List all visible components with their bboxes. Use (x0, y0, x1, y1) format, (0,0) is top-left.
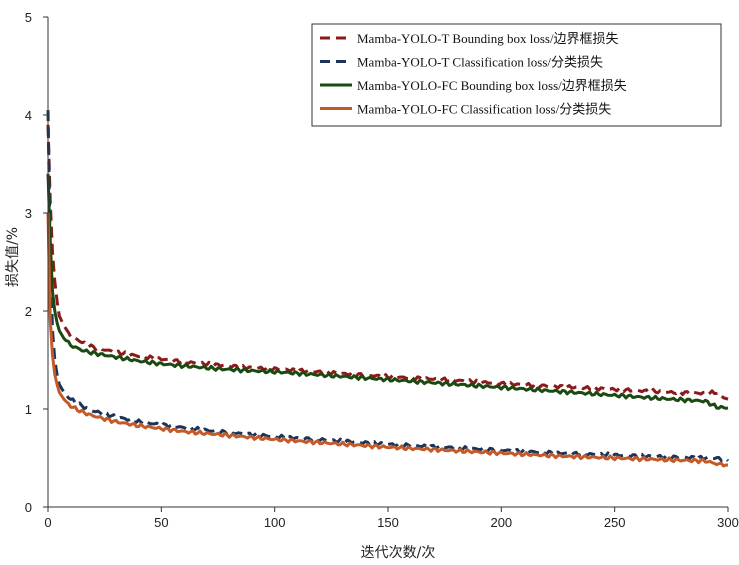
legend: Mamba-YOLO-T Bounding box loss/边界框损失 Mamb… (311, 23, 722, 127)
series-line-1 (46, 124, 729, 401)
x-tick-label: 200 (490, 515, 512, 530)
x-tick-label: 100 (264, 515, 286, 530)
y-tick-label: 3 (25, 206, 32, 221)
y-tick-label: 1 (25, 402, 32, 417)
legend-box (311, 23, 722, 127)
x-tick-label: 0 (44, 515, 51, 530)
legend-label-2: Mamba-YOLO-T Classification loss/分类损失 (357, 55, 603, 70)
x-tick-label: 150 (377, 515, 399, 530)
legend-label-1: Mamba-YOLO-T Bounding box loss/边界框损失 (357, 31, 619, 46)
series-line-3 (46, 173, 729, 410)
x-tick-label: 300 (717, 515, 739, 530)
y-axis-title: 损失值/% (5, 227, 21, 287)
legend-label-4: Mamba-YOLO-FC Classification loss/分类损失 (357, 102, 611, 117)
series-line-2 (46, 110, 730, 462)
x-axis-title: 迭代次数/次 (361, 545, 436, 561)
series-line-4 (46, 212, 729, 468)
series-layer (46, 110, 730, 468)
x-tick-label: 250 (604, 515, 626, 530)
legend-label-3: Mamba-YOLO-FC Bounding box loss/边界框损失 (357, 78, 627, 93)
y-tick-label: 4 (25, 108, 32, 123)
y-tick-label: 0 (25, 500, 32, 515)
y-tick-label: 5 (25, 10, 32, 25)
x-tick-label: 50 (154, 515, 168, 530)
y-tick-label: 2 (25, 304, 32, 319)
